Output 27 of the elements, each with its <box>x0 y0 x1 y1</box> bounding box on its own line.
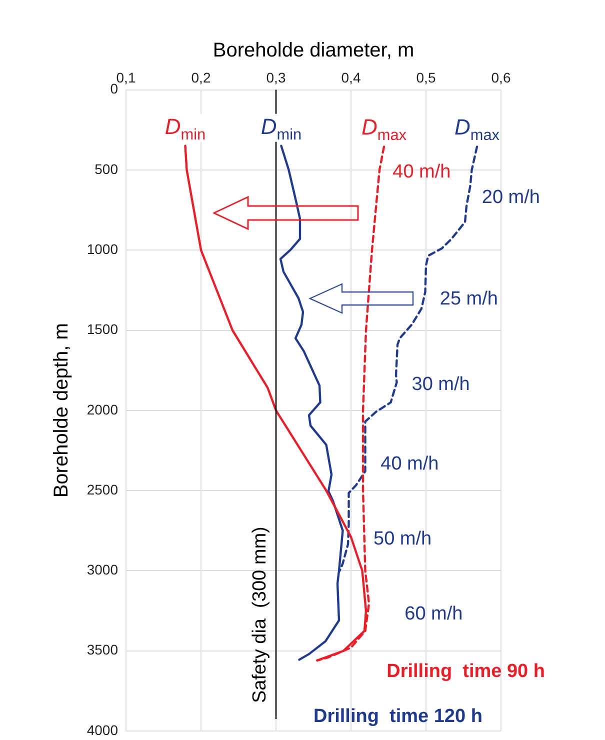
annotation: 40 m/h <box>392 162 451 183</box>
y-tick-label: 500 <box>94 160 118 177</box>
y-tick-label: 3500 <box>86 642 118 658</box>
y-tick-label: 0 <box>110 80 118 97</box>
annotation: 25 m/h <box>440 288 498 310</box>
annotation: Drilling time 90 h <box>386 661 545 682</box>
x-tick-label: 0,5 <box>416 69 436 86</box>
x-tick-label: 0,3 <box>266 69 286 86</box>
y-axis-title: Boreholde depth, m <box>50 323 73 498</box>
ref-line-label: Safety dia (300 mm) <box>250 526 271 703</box>
annotation: 50 m/h <box>374 528 432 550</box>
y-tick-label: 3000 <box>86 562 118 578</box>
x-axis-title: Boreholde diameter, m <box>212 40 414 62</box>
annotation: 60 m/h <box>404 604 463 625</box>
x-tick-label: 0,6 <box>491 69 511 86</box>
annotation: 20 m/h <box>482 186 540 208</box>
annotation: 30 m/h <box>412 374 470 395</box>
y-tick-label: 2500 <box>86 481 118 498</box>
x-tick-label: 0,2 <box>191 69 211 86</box>
y-tick-label: 1500 <box>86 321 118 338</box>
y-tick-label: 2000 <box>86 401 118 418</box>
annotation: 40 m/h <box>380 453 439 474</box>
y-tick-label: 4000 <box>86 722 118 738</box>
annotation: Drilling time 120 h <box>314 706 482 728</box>
x-tick-label: 0,1 <box>116 69 136 86</box>
x-tick-label: 0,4 <box>341 69 361 86</box>
y-tick-label: 1000 <box>86 240 118 257</box>
